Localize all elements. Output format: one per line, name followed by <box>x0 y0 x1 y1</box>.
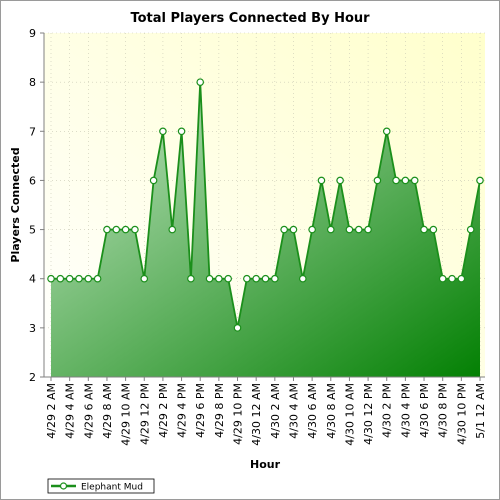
y-tick-label-5: 7 <box>29 125 36 138</box>
x-tick-label-21: 4/30 8 PM <box>437 383 450 438</box>
x-tick-label-2: 4/29 6 AM <box>82 383 95 439</box>
data-point-26 <box>289 225 298 234</box>
legend: Elephant Mud <box>47 478 155 494</box>
data-point-21 <box>243 274 251 283</box>
data-point-8 <box>121 225 130 234</box>
data-point-17 <box>205 274 214 283</box>
x-tick-label-9: 4/29 8 PM <box>213 383 226 438</box>
x-tick-label-1: 4/29 4 AM <box>64 383 77 439</box>
data-point-15 <box>187 274 195 283</box>
x-tick-label-3: 4/29 8 AM <box>101 383 114 439</box>
x-ticks: 4/29 2 AM 4/29 4 AM 4/29 6 AM 4/29 8 AM 4/29… <box>45 377 487 446</box>
data-point-25 <box>280 225 288 234</box>
x-tick-label-16: 4/30 10 AM <box>343 383 356 446</box>
x-tick-label-0: 4/29 2 AM <box>45 383 58 439</box>
series-area <box>51 82 480 377</box>
data-point-23 <box>261 274 270 283</box>
data-point-40 <box>420 225 428 234</box>
x-tick-label-7: 4/29 4 PM <box>176 383 189 438</box>
chart-title: Total Players Connected By Hour <box>130 11 370 26</box>
data-point-38 <box>401 176 410 185</box>
data-point-39 <box>410 176 419 185</box>
data-point-13 <box>168 225 177 234</box>
data-point-3 <box>75 274 83 283</box>
data-point-14 <box>177 127 186 136</box>
data-point-28 <box>308 225 316 234</box>
data-point-43 <box>448 274 456 283</box>
data-point-10 <box>140 274 149 283</box>
data-point-33 <box>354 225 363 234</box>
data-point-11 <box>149 176 158 185</box>
data-point-41 <box>429 225 438 234</box>
x-tick-label-22: 4/30 10 PM <box>455 383 468 445</box>
x-tick-label-15: 4/30 8 AM <box>325 383 338 439</box>
data-point-5 <box>93 274 102 283</box>
y-tick-label-0: 2 <box>29 371 36 384</box>
y-tick-label-2: 4 <box>29 273 36 286</box>
data-point-36 <box>382 127 391 136</box>
data-point-29 <box>317 176 326 185</box>
x-tick-label-10: 4/29 10 PM <box>232 383 245 445</box>
data-point-2 <box>65 274 74 283</box>
data-point-20 <box>233 324 242 332</box>
x-tick-label-6: 4/29 2 PM <box>157 383 170 438</box>
data-point-1 <box>56 274 65 283</box>
data-point-35 <box>373 176 382 185</box>
y-tick-label-6: 8 <box>29 76 36 89</box>
x-tick-label-18: 4/30 2 PM <box>381 383 394 438</box>
y-tick-label-3: 5 <box>29 224 36 237</box>
x-tick-label-11: 4/30 12 AM <box>250 383 263 446</box>
data-point-7 <box>112 225 121 234</box>
data-point-22 <box>252 274 260 283</box>
y-tick-label-4: 6 <box>29 174 36 187</box>
data-point-42 <box>438 274 447 283</box>
data-point-0 <box>47 274 55 283</box>
x-tick-label-19: 4/30 4 PM <box>399 383 412 438</box>
x-axis-title: Hour <box>250 458 281 471</box>
data-point-45 <box>466 225 475 234</box>
data-point-6 <box>103 225 111 234</box>
legend-swatch-marker <box>59 482 68 490</box>
data-point-18 <box>215 274 223 283</box>
y-tick-label-7: 9 <box>29 27 36 40</box>
data-point-12 <box>159 127 167 136</box>
y-axis-title: Players Connected <box>9 147 22 262</box>
data-point-24 <box>271 274 279 283</box>
x-tick-label-17: 4/30 12 PM <box>362 383 375 445</box>
x-tick-label-12: 4/30 2 AM <box>269 383 282 439</box>
y-tick-label-1: 3 <box>29 322 36 335</box>
x-tick-label-5: 4/29 12 PM <box>138 383 151 445</box>
x-tick-label-14: 4/30 6 AM <box>306 383 319 439</box>
data-point-37 <box>392 176 400 185</box>
x-tick-label-23: 5/1 12 AM <box>474 383 487 439</box>
data-point-46 <box>476 176 484 185</box>
data-point-19 <box>224 274 233 283</box>
data-point-16 <box>196 78 205 86</box>
data-point-4 <box>84 274 93 283</box>
x-tick-label-20: 4/30 6 PM <box>418 383 431 438</box>
data-point-9 <box>131 225 139 234</box>
y-ticks: 2 3 4 5 6 7 8 9 <box>29 27 44 384</box>
data-point-32 <box>345 225 354 234</box>
legend-label: Elephant Mud <box>81 483 143 493</box>
data-point-27 <box>298 274 307 283</box>
data-point-30 <box>326 225 335 234</box>
series-markers <box>47 78 484 332</box>
x-tick-label-13: 4/30 4 AM <box>287 383 300 439</box>
data-point-44 <box>457 274 466 283</box>
data-point-31 <box>336 176 344 185</box>
x-tick-label-8: 4/29 6 PM <box>194 383 207 438</box>
legend-box <box>47 478 155 494</box>
x-tick-label-4: 4/29 10 AM <box>120 383 133 446</box>
data-point-34 <box>364 225 372 234</box>
